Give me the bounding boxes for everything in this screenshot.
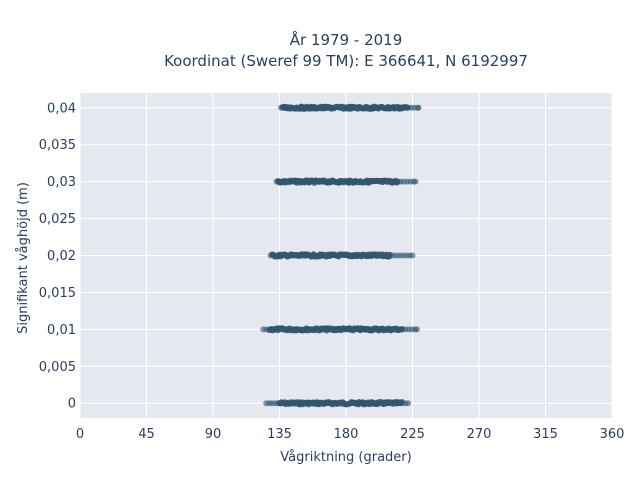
scatter-point: [275, 400, 282, 407]
x-tick-labels: 0 45 90 135 180 225 270 315 360: [76, 427, 625, 442]
scatter-point: [405, 400, 412, 407]
scatter-point: [267, 252, 274, 259]
y-tick-labels: 0 0,005 0,01 0,015 0,02 0,025 0,03 0,035 0,04: [39, 101, 76, 411]
y-tick-label: 0,02: [47, 249, 76, 264]
y-tick-label: 0: [68, 397, 76, 412]
y-axis-title: Signifikant våghöjd (m): [16, 182, 31, 334]
scatter-point: [412, 178, 419, 185]
scatter-point: [263, 326, 270, 333]
y-tick-label: 0,005: [39, 360, 76, 375]
scatter-point: [413, 326, 420, 333]
chart-title-line2: Koordinat (Sweref 99 TM): E 366641, N 61…: [164, 52, 528, 70]
x-tick-label: 45: [138, 427, 155, 442]
scatter-point: [415, 104, 422, 111]
scatter-point: [273, 178, 280, 185]
x-tick-label: 180: [334, 427, 359, 442]
x-tick-label: 90: [205, 427, 222, 442]
x-axis-title: Vågriktning (grader): [280, 450, 411, 465]
x-tick-label: 0: [76, 427, 84, 442]
scatter-points: [260, 103, 422, 408]
y-tick-label: 0,01: [47, 323, 76, 338]
scatter-point: [409, 252, 416, 259]
x-tick-label: 360: [600, 427, 625, 442]
scatter-point: [277, 104, 284, 111]
y-tick-label: 0,015: [39, 286, 76, 301]
x-tick-label: 315: [533, 427, 558, 442]
x-tick-label: 135: [267, 427, 292, 442]
y-tick-label: 0,04: [47, 101, 76, 116]
y-tick-label: 0,03: [47, 175, 76, 190]
y-tick-label: 0,035: [39, 138, 76, 153]
x-tick-label: 225: [400, 427, 425, 442]
x-tick-label: 270: [467, 427, 492, 442]
y-tick-label: 0,025: [39, 212, 76, 227]
chart-title-line1: År 1979 - 2019: [290, 30, 403, 49]
